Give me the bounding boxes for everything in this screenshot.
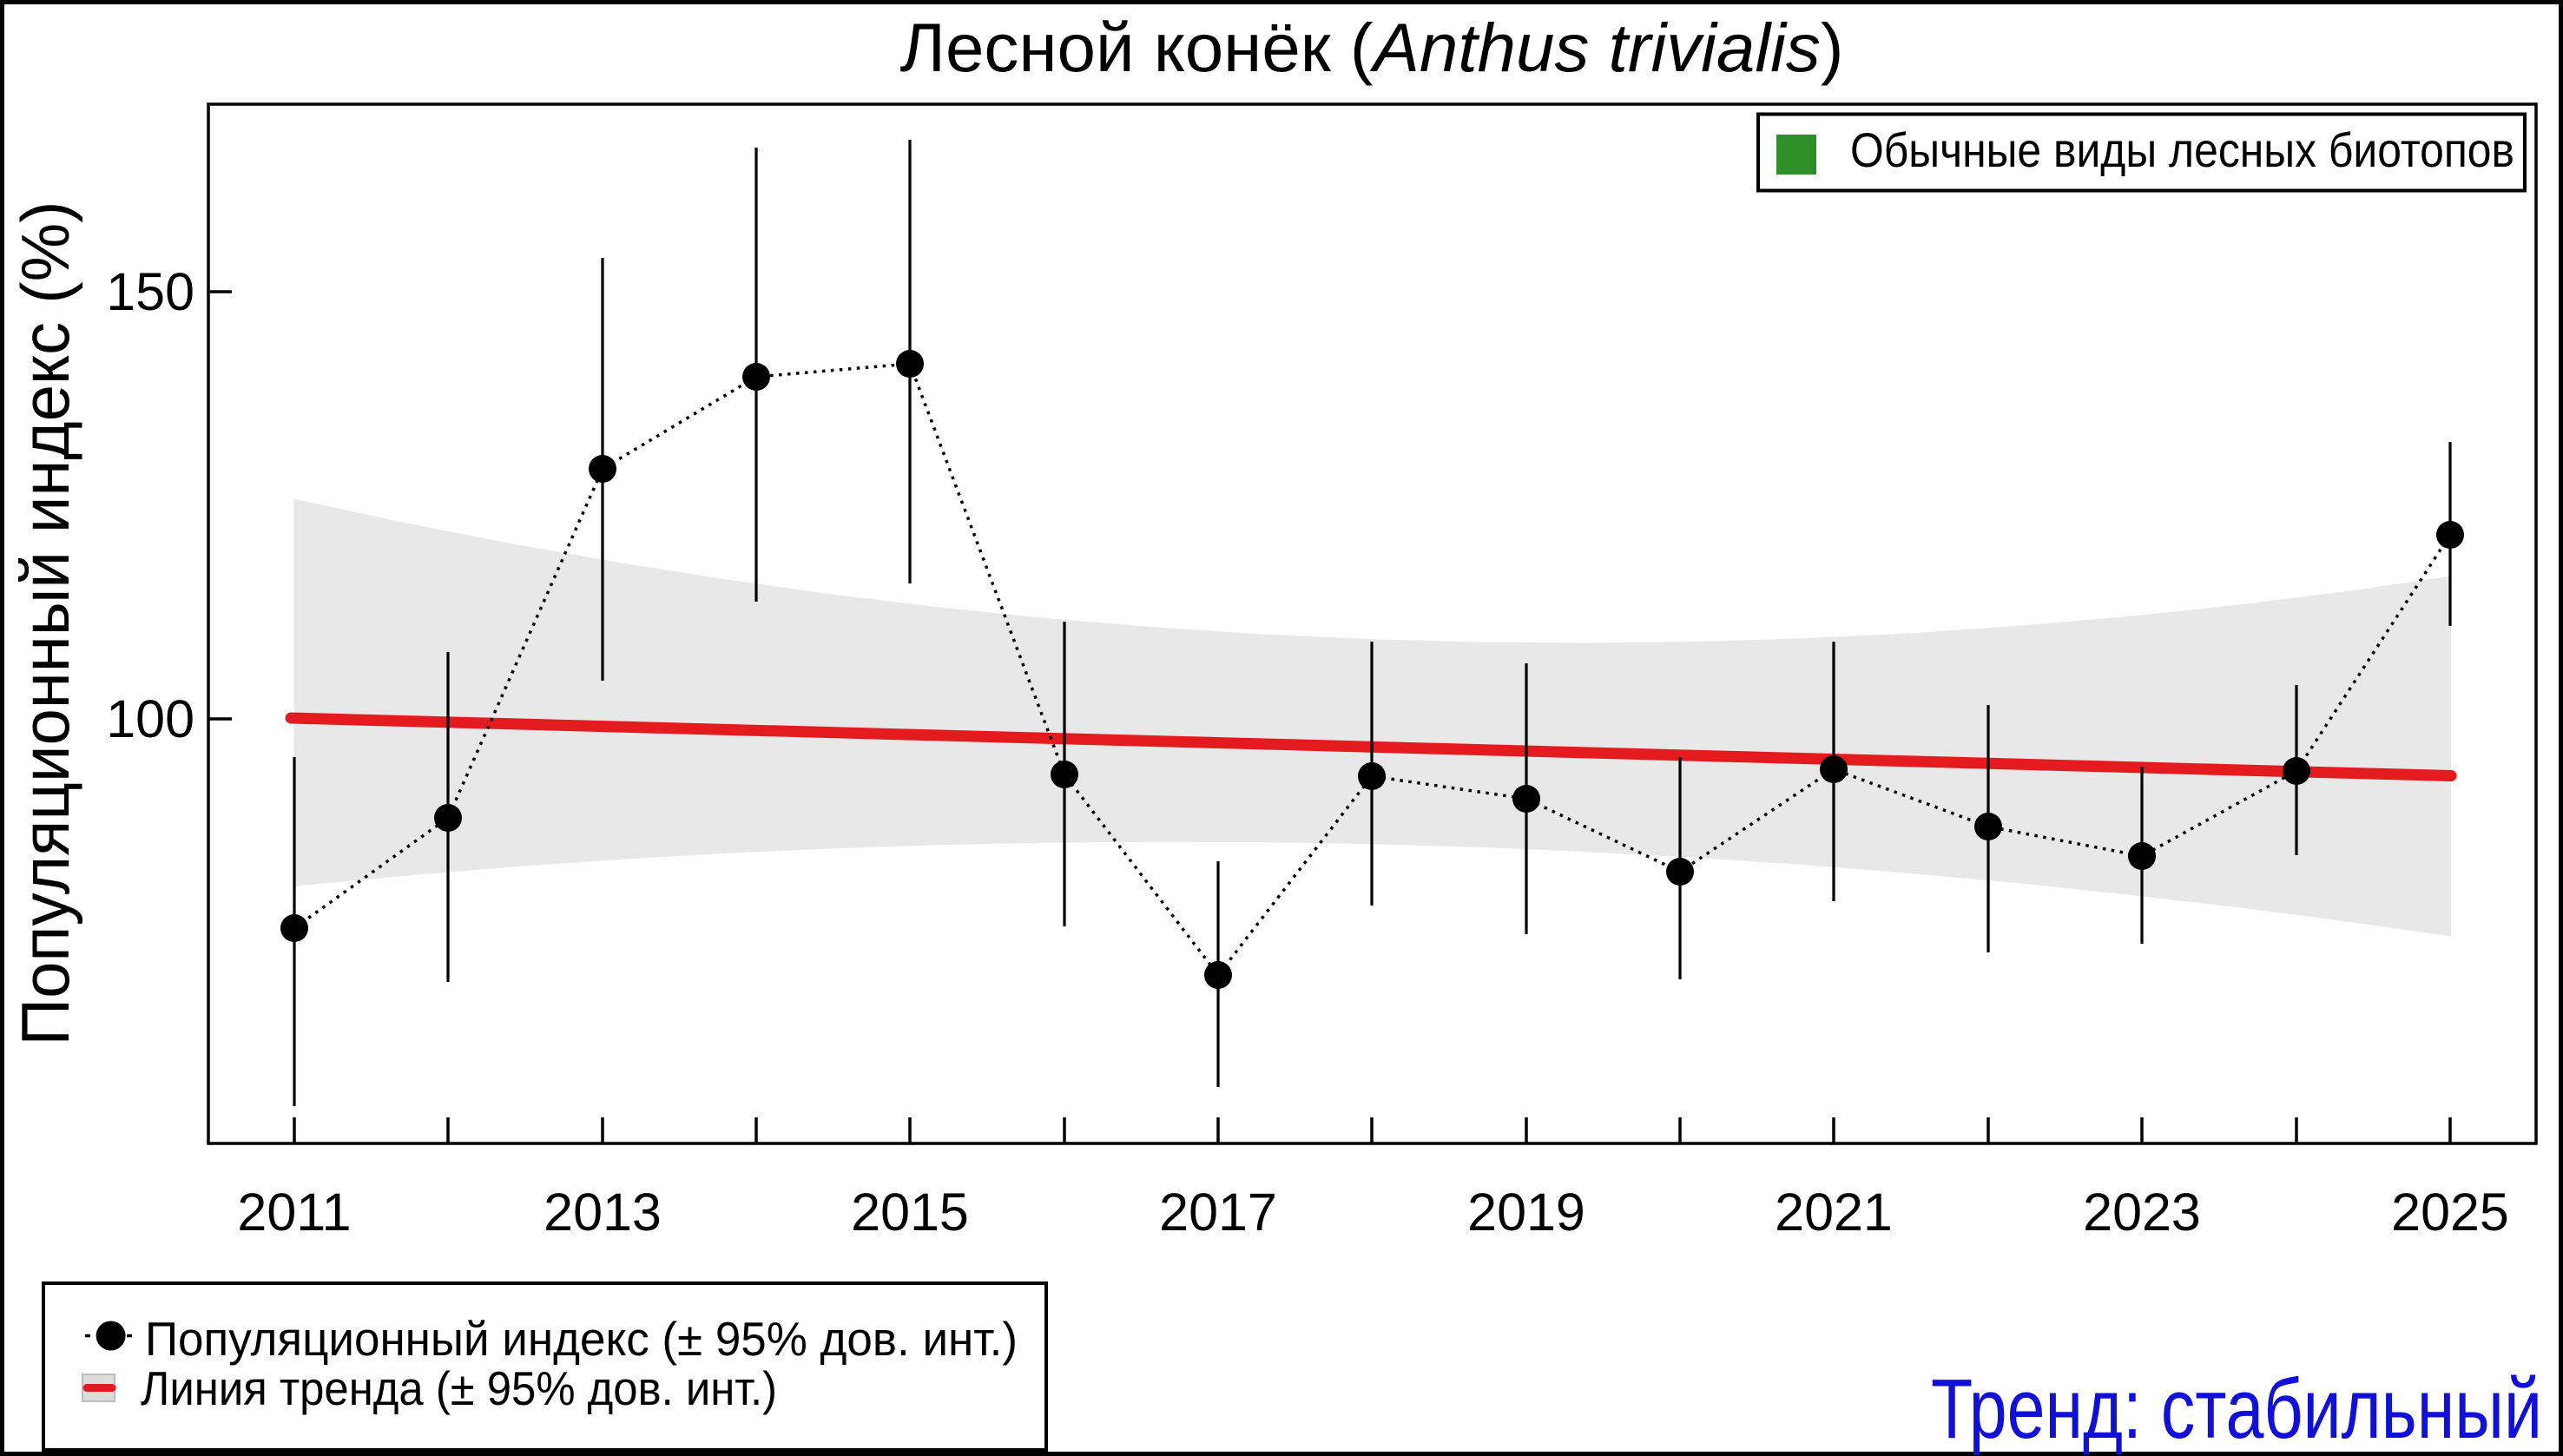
- svg-text:Линия тренда (± 95% дов. инт.): Линия тренда (± 95% дов. инт.): [141, 1361, 777, 1415]
- svg-text:Популяционный индекс (%): Популяционный индекс (%): [7, 201, 83, 1046]
- svg-text:100: 100: [106, 689, 194, 748]
- svg-text:2025: 2025: [2391, 1183, 2509, 1242]
- svg-text:Популяционный индекс (± 95% до: Популяционный индекс (± 95% дов. инт.): [145, 1312, 1018, 1366]
- svg-text:2019: 2019: [1467, 1183, 1585, 1242]
- svg-text:2015: 2015: [851, 1183, 969, 1242]
- svg-text:Лесной конёк (Anthus trivialis: Лесной конёк (Anthus trivialis): [900, 9, 1844, 86]
- svg-text:2023: 2023: [2083, 1183, 2201, 1242]
- svg-text:2017: 2017: [1159, 1183, 1277, 1242]
- svg-text:Тренд: стабильный: Тренд: стабильный: [1931, 1361, 2542, 1456]
- svg-text:150: 150: [106, 262, 194, 321]
- svg-text:2021: 2021: [1775, 1183, 1893, 1242]
- svg-text:2011: 2011: [237, 1183, 351, 1242]
- svg-text:2013: 2013: [544, 1183, 662, 1242]
- svg-text:Обычные виды лесных биотопов: Обычные виды лесных биотопов: [1850, 122, 2514, 177]
